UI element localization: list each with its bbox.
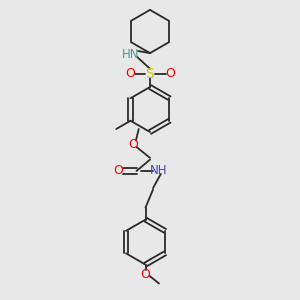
Text: S: S bbox=[146, 67, 154, 80]
Text: O: O bbox=[141, 268, 150, 281]
Text: O: O bbox=[114, 164, 123, 178]
Text: O: O bbox=[126, 67, 135, 80]
Text: NH: NH bbox=[150, 164, 167, 178]
Text: O: O bbox=[129, 137, 138, 151]
Text: HN: HN bbox=[122, 47, 139, 61]
Text: O: O bbox=[166, 67, 175, 80]
